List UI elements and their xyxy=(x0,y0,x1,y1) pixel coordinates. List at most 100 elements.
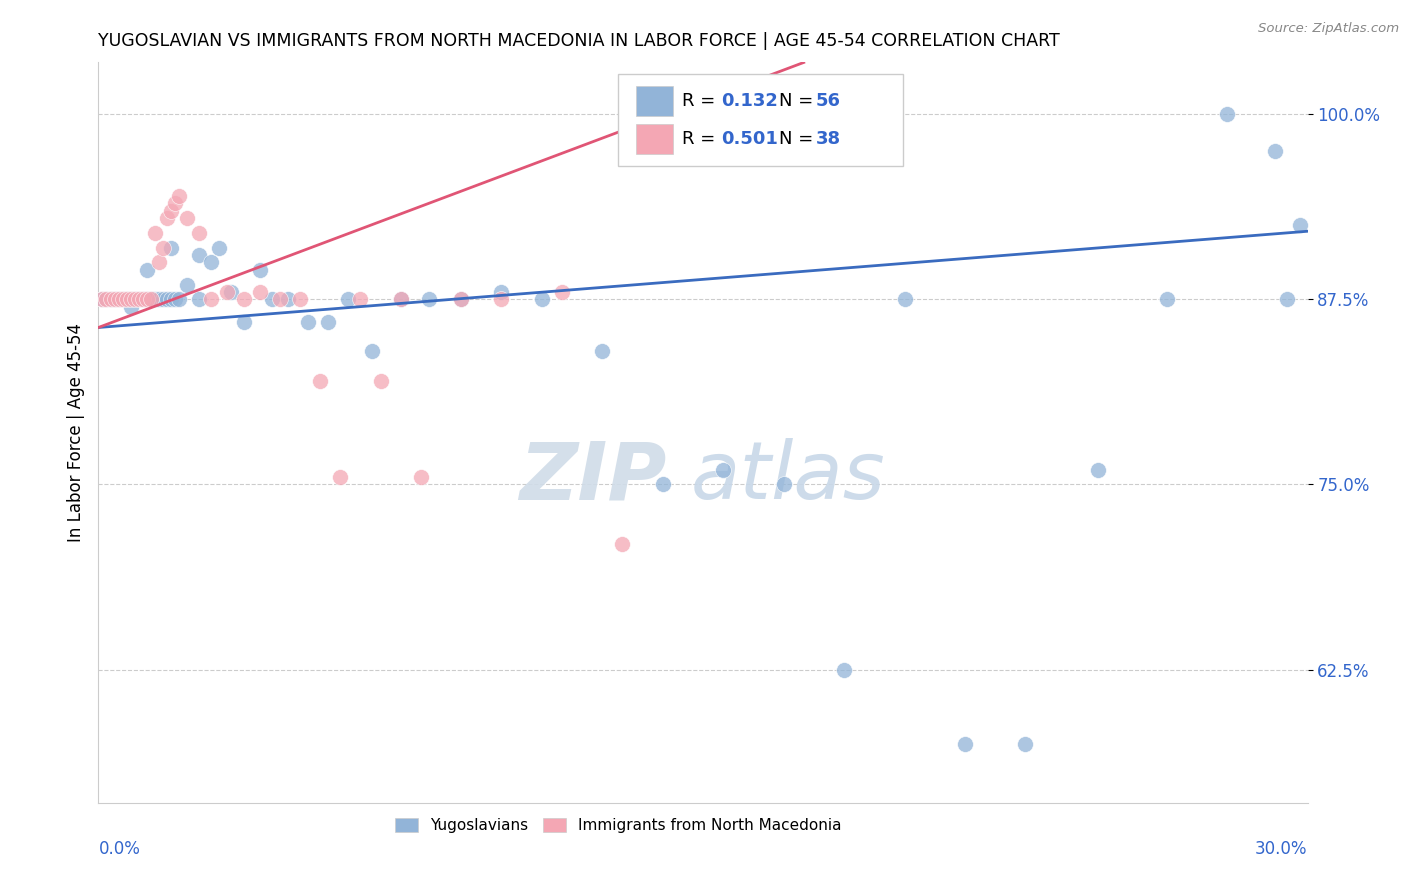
Point xyxy=(163,196,186,211)
Point xyxy=(135,293,157,307)
Point xyxy=(221,285,243,299)
Point xyxy=(409,470,432,484)
Y-axis label: In Labor Force | Age 45-54: In Labor Force | Age 45-54 xyxy=(66,323,84,542)
Point xyxy=(1216,107,1239,121)
Text: ZIP: ZIP xyxy=(519,438,666,516)
Point xyxy=(832,663,855,677)
Point xyxy=(120,300,142,314)
Point xyxy=(176,211,198,225)
Point xyxy=(176,277,198,292)
Point xyxy=(167,293,190,307)
Point xyxy=(96,293,118,307)
Point xyxy=(148,255,170,269)
Point xyxy=(103,293,125,307)
Point xyxy=(115,293,138,307)
Legend: Yugoslavians, Immigrants from North Macedonia: Yugoslavians, Immigrants from North Mace… xyxy=(388,813,848,839)
Point xyxy=(124,293,146,307)
Point xyxy=(297,314,319,328)
FancyBboxPatch shape xyxy=(637,124,672,153)
Point xyxy=(124,293,146,307)
Point xyxy=(329,470,352,484)
Point xyxy=(188,226,211,240)
Point xyxy=(491,285,513,299)
Point xyxy=(288,293,311,307)
Point xyxy=(491,293,513,307)
Point xyxy=(111,293,134,307)
Point xyxy=(200,293,222,307)
Point xyxy=(152,240,174,254)
Point xyxy=(316,314,339,328)
Point xyxy=(269,293,291,307)
Point xyxy=(1014,737,1036,751)
Point xyxy=(132,293,155,307)
Point xyxy=(232,314,254,328)
Point xyxy=(217,285,239,299)
Point xyxy=(200,255,222,269)
Point xyxy=(163,293,186,307)
Point xyxy=(370,374,392,388)
Point xyxy=(249,262,271,277)
Point xyxy=(135,293,157,307)
Text: atlas: atlas xyxy=(690,438,886,516)
Point xyxy=(1264,145,1286,159)
FancyBboxPatch shape xyxy=(637,87,672,116)
Text: R =: R = xyxy=(682,129,721,148)
Point xyxy=(143,226,166,240)
Text: 56: 56 xyxy=(815,92,841,110)
Point xyxy=(612,537,634,551)
Point xyxy=(96,293,118,307)
Point xyxy=(100,293,122,307)
Point xyxy=(160,240,183,254)
Point xyxy=(337,293,360,307)
Point xyxy=(156,211,179,225)
Point xyxy=(152,293,174,307)
Point xyxy=(115,293,138,307)
Point xyxy=(107,293,129,307)
FancyBboxPatch shape xyxy=(619,73,903,166)
Point xyxy=(111,293,134,307)
Point xyxy=(591,344,613,359)
Point xyxy=(530,293,553,307)
Point xyxy=(450,293,472,307)
Point xyxy=(208,240,231,254)
Text: 38: 38 xyxy=(815,129,841,148)
Text: Source: ZipAtlas.com: Source: ZipAtlas.com xyxy=(1258,22,1399,36)
Point xyxy=(418,293,440,307)
Text: 0.132: 0.132 xyxy=(721,92,778,110)
Point xyxy=(148,293,170,307)
Point xyxy=(156,293,179,307)
Text: N =: N = xyxy=(779,92,820,110)
Point xyxy=(249,285,271,299)
Point xyxy=(107,293,129,307)
Point xyxy=(389,293,412,307)
Point xyxy=(188,248,211,262)
Point xyxy=(260,293,283,307)
Point xyxy=(91,293,114,307)
Point xyxy=(232,293,254,307)
Point xyxy=(188,293,211,307)
Text: R =: R = xyxy=(682,92,721,110)
Text: 30.0%: 30.0% xyxy=(1256,840,1308,858)
Point xyxy=(120,293,142,307)
Point xyxy=(551,285,574,299)
Point xyxy=(135,262,157,277)
Point xyxy=(160,203,183,218)
Point xyxy=(103,293,125,307)
Point xyxy=(1277,293,1299,307)
Point xyxy=(309,374,332,388)
Point xyxy=(139,293,162,307)
Point xyxy=(120,293,142,307)
Point xyxy=(450,293,472,307)
Point xyxy=(128,293,150,307)
Point xyxy=(160,293,183,307)
Point xyxy=(143,293,166,307)
Point xyxy=(893,293,915,307)
Text: 0.0%: 0.0% xyxy=(98,840,141,858)
Point xyxy=(1156,293,1178,307)
Point xyxy=(167,188,190,202)
Text: 0.501: 0.501 xyxy=(721,129,778,148)
Point xyxy=(349,293,371,307)
Point xyxy=(772,477,794,491)
Text: N =: N = xyxy=(779,129,820,148)
Text: YUGOSLAVIAN VS IMMIGRANTS FROM NORTH MACEDONIA IN LABOR FORCE | AGE 45-54 CORREL: YUGOSLAVIAN VS IMMIGRANTS FROM NORTH MAC… xyxy=(98,32,1060,50)
